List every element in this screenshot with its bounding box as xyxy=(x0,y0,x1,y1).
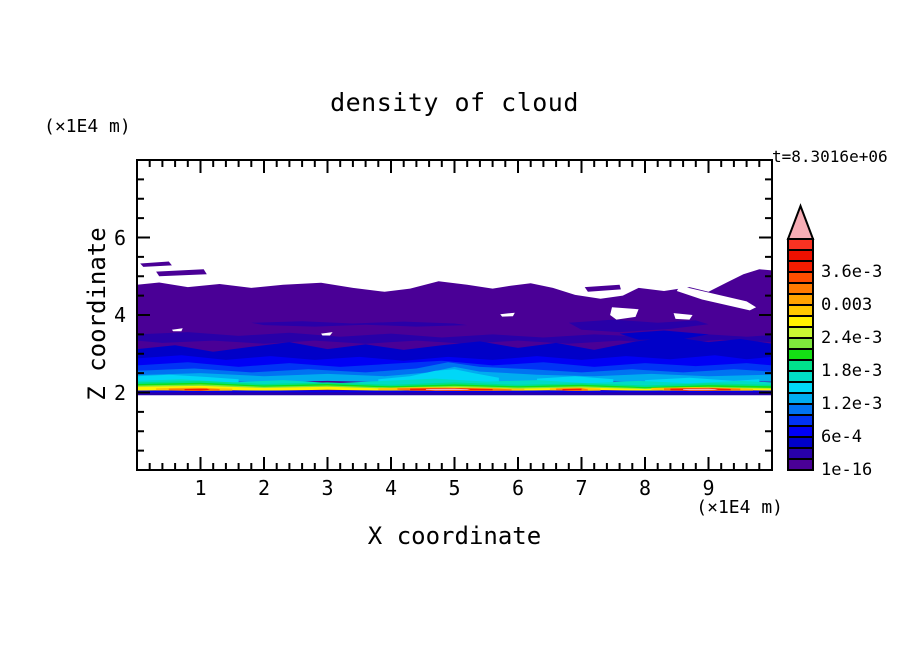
colorbar-tick-label: 1.8e-3 xyxy=(821,361,883,381)
colorbar-cell xyxy=(787,436,814,449)
colorbar-cell xyxy=(787,282,814,295)
colorbar-cell xyxy=(787,370,814,383)
contour-region xyxy=(673,313,693,320)
x-axis-unit: (×1E4 m) xyxy=(696,497,783,518)
colorbar-cell xyxy=(787,359,814,372)
contour-region xyxy=(676,285,757,311)
time-annotation: t=8.3016e+06 xyxy=(772,147,888,166)
colorbar-tick-label: 1.2e-3 xyxy=(821,394,883,414)
contour-region xyxy=(562,388,582,391)
colorbar-tick-label: 3.6e-3 xyxy=(821,262,883,282)
contour-region xyxy=(140,261,172,267)
colorbar-cell xyxy=(787,348,814,361)
colorbar-cell xyxy=(787,304,814,317)
contour-region xyxy=(184,388,210,391)
contour-region xyxy=(137,392,772,396)
chart-title: density of cloud xyxy=(330,88,579,117)
contour-region xyxy=(321,332,333,336)
contour-region xyxy=(610,307,639,320)
colorbar-cell xyxy=(787,293,814,306)
x-tick-label: 4 xyxy=(384,476,398,500)
x-tick-label: 1 xyxy=(194,476,207,500)
colorbar-cell xyxy=(787,337,814,350)
colorbar-cell xyxy=(787,249,814,262)
colorbar-cell xyxy=(787,271,814,284)
x-tick-label: 3 xyxy=(321,476,334,500)
contour-region xyxy=(137,390,772,393)
colorbar-tick-label: 2.4e-3 xyxy=(821,328,883,348)
colorbar-overflow-arrow xyxy=(786,203,815,240)
x-axis-title: X coordinate xyxy=(367,522,542,550)
colorbar-cell xyxy=(787,425,814,438)
colorbar-tick-label: 6e-4 xyxy=(821,427,862,447)
x-tick-label: 5 xyxy=(448,476,461,500)
y-tick-label: 4 xyxy=(113,303,126,327)
colorbar xyxy=(786,203,815,471)
colorbar-cell xyxy=(787,315,814,328)
colorbar-cell xyxy=(787,447,814,460)
colorbar-cell xyxy=(787,403,814,416)
x-tick-label: 6 xyxy=(511,476,525,500)
colorbar-cell xyxy=(787,392,814,405)
axis-ticks xyxy=(138,161,771,469)
colorbar-cell xyxy=(787,381,814,394)
contour-region xyxy=(137,332,772,344)
contour-field xyxy=(137,261,772,396)
y-tick-label: 6 xyxy=(113,225,126,250)
x-tick-label: 8 xyxy=(638,476,652,500)
contour-region xyxy=(584,284,621,292)
contour-region xyxy=(156,269,207,277)
colorbar-cell xyxy=(787,326,814,339)
colorbar-cell xyxy=(787,238,814,251)
contour-region xyxy=(171,328,183,332)
colorbar-cell xyxy=(787,458,814,471)
contour-region xyxy=(251,321,468,327)
y-tick-label: 2 xyxy=(113,380,126,405)
contour-region xyxy=(683,388,718,391)
x-tick-label: 7 xyxy=(575,476,588,500)
contour-region xyxy=(425,388,471,391)
contour-region xyxy=(568,319,709,333)
x-tick-label: 2 xyxy=(257,476,271,500)
contour-region xyxy=(619,330,709,340)
colorbar-cell xyxy=(787,260,814,273)
plot-frame xyxy=(136,159,773,471)
colorbar-cell xyxy=(787,414,814,427)
colorbar-tick-label: 1e-16 xyxy=(821,460,873,480)
contour-region xyxy=(500,312,515,317)
x-tick-label: 9 xyxy=(702,476,715,500)
colorbar-tick-label: 0.003 xyxy=(821,295,873,315)
z-axis-unit: (×1E4 m) xyxy=(44,116,131,137)
